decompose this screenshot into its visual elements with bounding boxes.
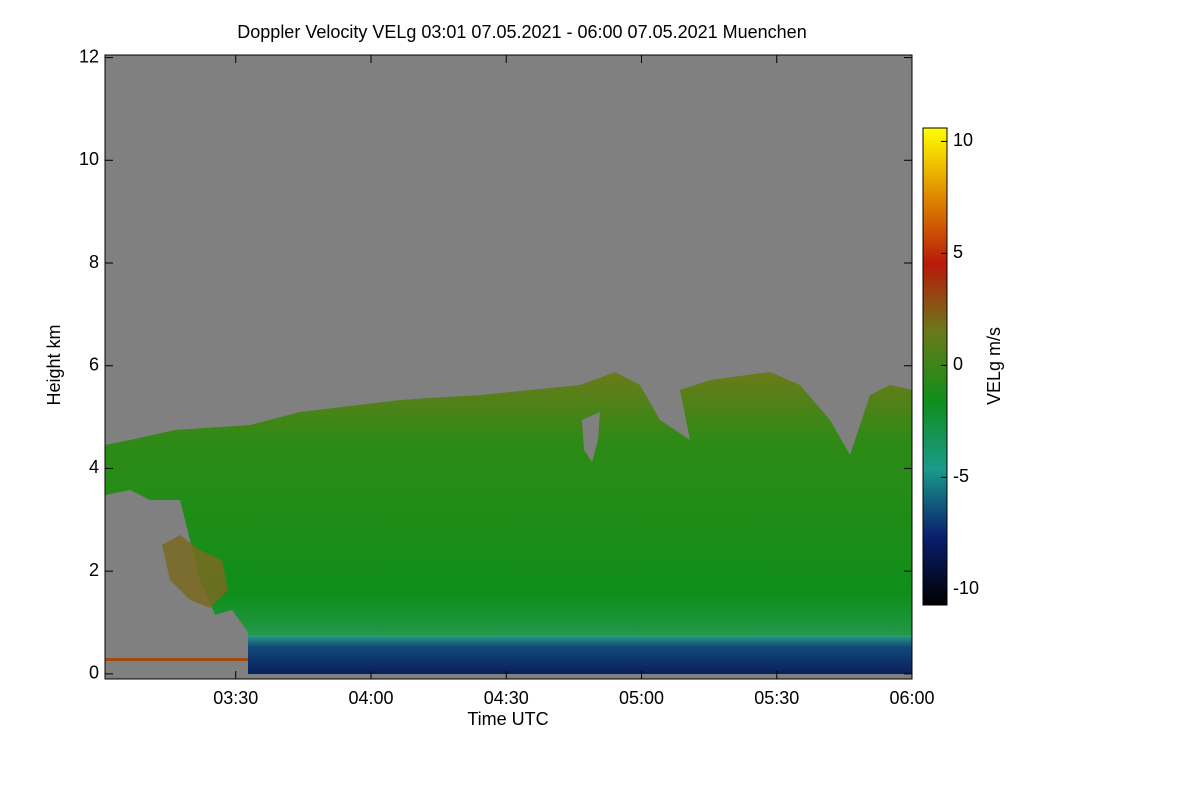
- low-line: [105, 658, 248, 661]
- x-tick-label: 04:00: [348, 688, 393, 708]
- x-tick-label: 05:00: [619, 688, 664, 708]
- y-tick-label: 2: [89, 560, 99, 580]
- gap-region: [582, 412, 600, 462]
- x-tick-label: 03:30: [213, 688, 258, 708]
- x-tick-label: 04:30: [484, 688, 529, 708]
- colorbar-tick-label: -10: [953, 578, 979, 598]
- y-tick-label: 10: [79, 149, 99, 169]
- colorbar-tick-label: 10: [953, 130, 973, 150]
- colorbar-tick-label: 0: [953, 354, 963, 374]
- y-tick-label: 6: [89, 354, 99, 374]
- colorbar-label: VELg m/s: [984, 327, 1004, 405]
- y-tick-label: 0: [89, 663, 99, 683]
- cloud-blob: [162, 535, 228, 608]
- x-axis-label: Time UTC: [467, 709, 548, 729]
- x-tick-label: 05:30: [754, 688, 799, 708]
- y-tick-label: 8: [89, 252, 99, 272]
- colorbar-tick-label: -5: [953, 466, 969, 486]
- y-tick-label: 12: [79, 46, 99, 66]
- y-tick-label: 4: [89, 457, 99, 477]
- low-band: [248, 635, 912, 674]
- plot-field: [105, 55, 912, 679]
- colorbar-tick-label: 5: [953, 242, 963, 262]
- x-tick-label: 06:00: [889, 688, 934, 708]
- y-axis-label: Height km: [44, 324, 64, 405]
- cloud-region: [105, 372, 912, 650]
- plot-frame: [104, 54, 913, 680]
- colorbar: [922, 127, 948, 606]
- chart-title: Doppler Velocity VELg 03:01 07.05.2021 -…: [237, 22, 806, 42]
